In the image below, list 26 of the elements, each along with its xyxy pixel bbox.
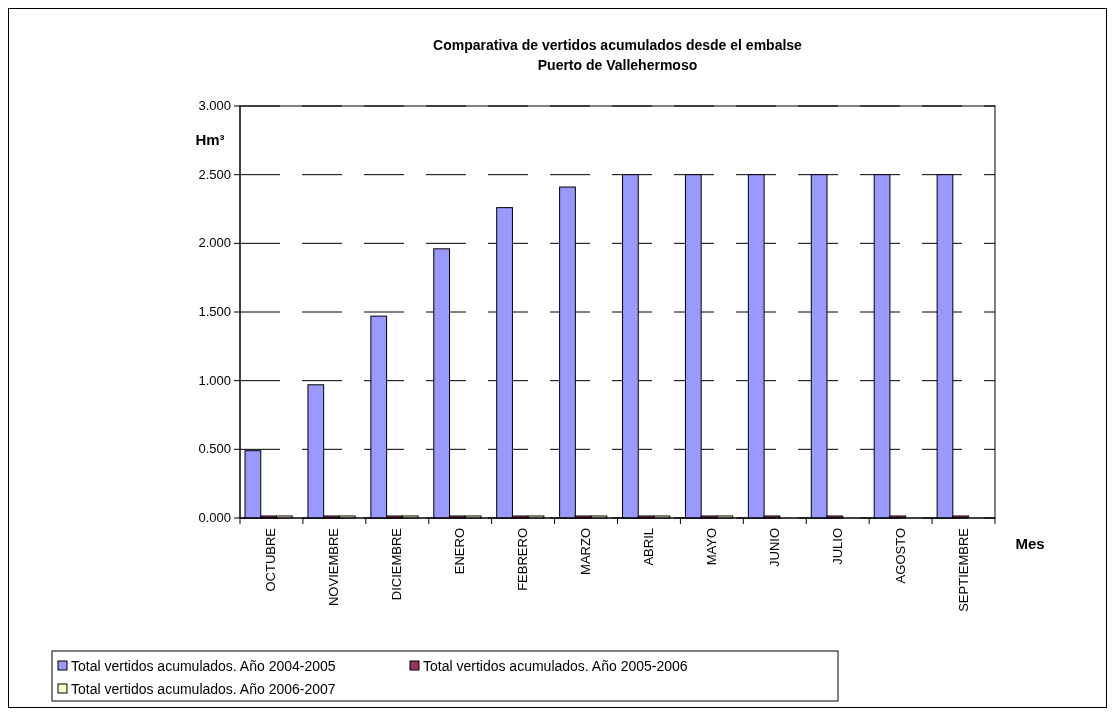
y-tick-label: 2.500: [198, 166, 231, 182]
chart-title: Comparativa de vertidos acumulados desde el embalse: [433, 37, 803, 53]
x-tick-label: NOVIEMBRE: [326, 527, 342, 607]
y-tick-label: 3.000: [198, 98, 231, 113]
chart-subtitle: Puerto de Vallehermoso: [537, 57, 698, 73]
x-tick-label: SEPTIEMBRE: [955, 527, 971, 612]
x-tick-label: MAYO: [703, 528, 719, 566]
legend-label: Total vertidos acumulados. Año 2006-2007: [71, 681, 336, 697]
y-tick-label: 2.000: [198, 235, 231, 251]
y-tick-label: 0.000: [198, 510, 231, 525]
x-tick-label: DICIEMBRE: [389, 527, 405, 601]
y-tick-label: 1.000: [198, 372, 231, 388]
x-axis-title: Mes: [1015, 535, 1045, 552]
y-tick-label: 1.500: [198, 304, 231, 319]
x-tick-label: OCTUBRE: [263, 527, 279, 592]
x-tick-label: AGOSTO: [892, 528, 908, 584]
x-tick-label: ABRIL: [640, 528, 656, 566]
x-tick-label: MARZO: [578, 528, 594, 575]
x-tick-label: JUNIO: [766, 528, 782, 567]
y-axis-title: Hm³: [195, 131, 225, 148]
legend-label: Total vertidos acumulados. Año 2005-2006: [423, 658, 688, 674]
x-tick-label: FEBRERO: [515, 528, 531, 591]
x-tick-label: JULIO: [829, 528, 845, 565]
y-tick-label: 0.500: [198, 441, 231, 457]
legend-label: Total vertidos acumulados. Año 2004-2005: [71, 658, 336, 674]
x-tick-label: ENERO: [452, 528, 468, 575]
